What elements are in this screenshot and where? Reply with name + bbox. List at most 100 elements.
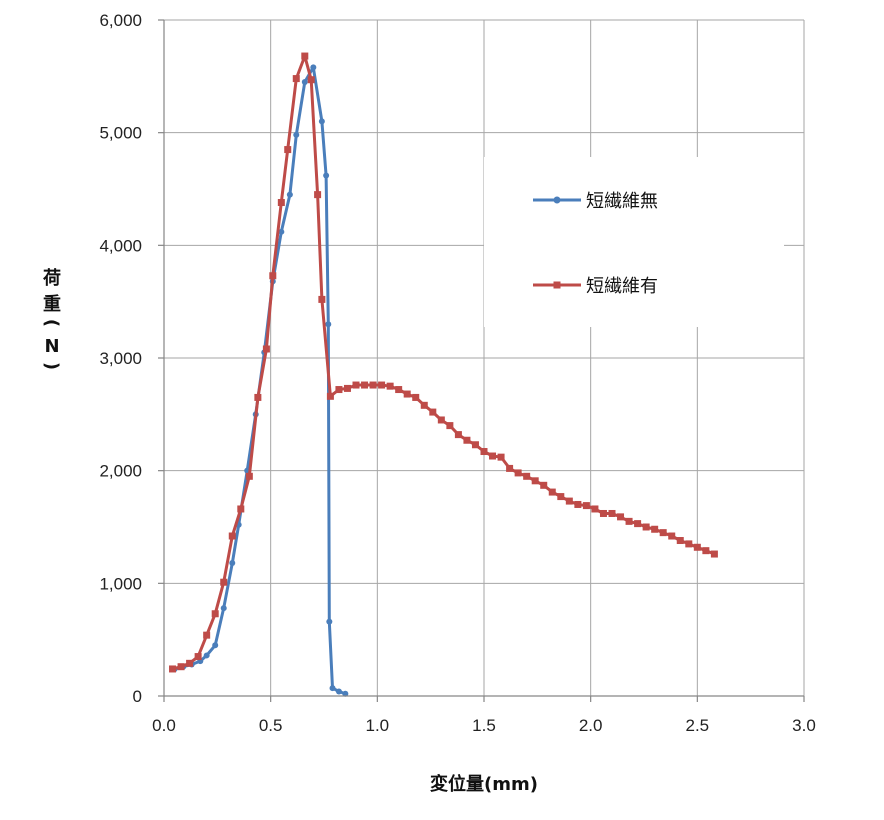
series-2-point	[395, 386, 403, 394]
series-2-point	[668, 532, 676, 540]
y-tick-label-5: 5,000	[99, 124, 142, 143]
series-2-point	[343, 384, 351, 392]
series-2-point	[480, 448, 488, 456]
series-2-point	[420, 401, 428, 409]
series-2-point	[463, 436, 471, 444]
x-tick-label-6: 3.0	[792, 716, 816, 735]
legend-swatch-marker	[553, 281, 561, 289]
series-2-point	[412, 393, 420, 401]
series-2-point	[608, 509, 616, 517]
series-2-point	[582, 502, 590, 510]
series-2-point	[403, 390, 411, 398]
series-2-point	[352, 381, 360, 389]
series-2-point	[617, 513, 625, 521]
series-2-point	[710, 550, 718, 558]
series-1-point	[278, 228, 285, 235]
y-axis-title-char: 重	[43, 293, 61, 315]
series-2-point	[565, 497, 573, 505]
series-2-point	[361, 381, 369, 389]
y-tick-label-0: 0	[133, 687, 142, 706]
tick-labels: 0.0 0.5 1.0 1.5 2.0 2.5 3.0 0 1,000 2,000 3,000 4,0…	[99, 11, 815, 735]
x-tick-label-0: 0.0	[152, 716, 176, 735]
series-2-point	[685, 540, 693, 548]
series-2-point	[326, 392, 334, 400]
series-2-point	[454, 431, 462, 439]
series-2-point	[599, 509, 607, 517]
series-1-point	[329, 685, 336, 692]
x-tick-label-4: 2.0	[579, 716, 603, 735]
series-2-point	[314, 191, 322, 199]
y-axis-title-char: )	[41, 362, 62, 370]
x-tick-label-2: 1.0	[366, 716, 390, 735]
series-2-point	[186, 659, 194, 667]
series-2-point	[369, 381, 377, 389]
series-2-point	[437, 416, 445, 424]
series-2-point	[540, 481, 548, 489]
legend-item-2: 短繊維有	[533, 276, 658, 297]
series-2-point	[651, 525, 659, 533]
series-2-point	[471, 441, 479, 449]
x-axis-title: 変位量(mm)	[430, 773, 538, 795]
series-2-point	[269, 272, 277, 280]
series-2-point	[574, 500, 582, 508]
y-tick-label-2: 2,000	[99, 462, 142, 481]
series-2-point	[211, 610, 219, 618]
series-2-point	[307, 76, 315, 84]
series-2-point	[497, 453, 505, 461]
series-2-point	[634, 520, 642, 528]
series-2-point	[245, 472, 253, 480]
y-tick-label-3: 3,000	[99, 349, 142, 368]
y-axis-title-char: (	[41, 319, 62, 327]
series-2-point	[429, 408, 437, 416]
series-2-point	[177, 663, 185, 671]
series-2-point	[284, 146, 292, 154]
series-2-point	[659, 529, 667, 537]
series-2-point	[318, 295, 326, 303]
legend-swatch-marker	[553, 196, 561, 204]
series-2-point	[262, 345, 270, 353]
series-2-point	[220, 578, 228, 586]
series-2-point	[702, 547, 710, 555]
series-1-point	[335, 688, 342, 695]
series-1-point	[212, 642, 219, 649]
y-axis-title: 荷重 (N)	[41, 267, 62, 370]
axes	[158, 19, 805, 702]
series-2-point	[254, 393, 262, 401]
x-tick-label-3: 1.5	[472, 716, 496, 735]
series-1-point	[220, 605, 227, 612]
y-tick-label-1: 1,000	[99, 574, 142, 593]
series-2-point	[676, 537, 684, 545]
series-2-point	[335, 386, 343, 394]
y-axis-title-char: N	[44, 336, 59, 357]
series-2-point	[506, 464, 514, 472]
series-layer	[169, 52, 718, 697]
series-2-point	[548, 488, 556, 496]
series-2-point	[531, 477, 539, 485]
series-1-point	[293, 131, 300, 138]
legend-item-1: 短繊維無	[533, 191, 658, 212]
y-tick-label-6: 6,000	[99, 11, 142, 30]
series-2-point	[228, 532, 236, 540]
x-tick-label-5: 2.5	[686, 716, 710, 735]
series-2-point	[591, 505, 599, 513]
series-2-point	[625, 517, 633, 525]
series-2-point	[693, 543, 701, 551]
series-1-point	[325, 321, 332, 328]
x-tick-label-1: 0.5	[259, 716, 283, 735]
series-1-point	[286, 191, 293, 198]
series-1-point	[342, 690, 349, 697]
legend-label: 短繊維有	[586, 276, 658, 297]
series-2-point	[203, 631, 211, 639]
legend-label: 短繊維無	[586, 191, 658, 212]
series-2-point	[557, 493, 565, 501]
series-2-point	[277, 199, 285, 207]
series-2-point	[642, 523, 650, 531]
series-1-point	[326, 618, 333, 625]
series-2-point	[446, 422, 454, 430]
series-1-point	[318, 118, 325, 125]
series-2	[169, 52, 718, 673]
series-1-point	[323, 172, 330, 179]
y-tick-label-4: 4,000	[99, 236, 142, 255]
